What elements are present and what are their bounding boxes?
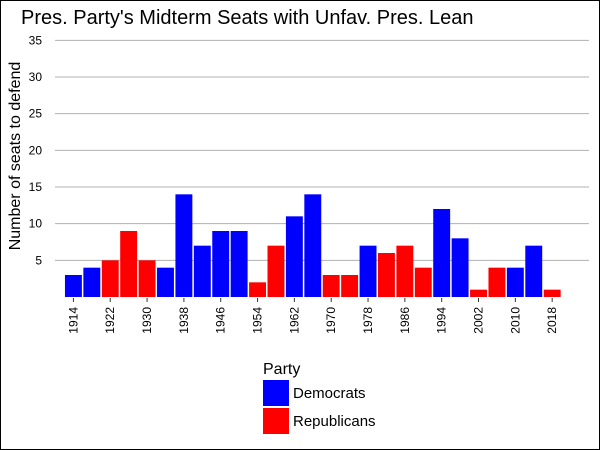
x-tick-label: 1970 bbox=[324, 307, 338, 334]
bar-1954 bbox=[249, 282, 267, 297]
bar-2018 bbox=[543, 289, 561, 297]
x-tick-label: 1994 bbox=[435, 307, 449, 334]
chart-title: Pres. Party's Midterm Seats with Unfav. … bbox=[21, 7, 474, 29]
x-tick-label: 2018 bbox=[545, 307, 559, 334]
y-axis-ticks: 5 10 15 20 25 30 35 bbox=[29, 33, 43, 267]
bar-1998 bbox=[451, 238, 469, 297]
y-tick-label: 20 bbox=[29, 143, 43, 157]
bar-1942 bbox=[193, 245, 211, 297]
y-tick-label: 10 bbox=[29, 217, 43, 231]
bar-1930 bbox=[138, 260, 156, 297]
x-tick-label: 2010 bbox=[508, 307, 522, 334]
x-tick-label: 1930 bbox=[140, 307, 154, 334]
bar-1970 bbox=[322, 275, 340, 297]
x-tick-label: 1962 bbox=[287, 307, 301, 334]
legend-label-democrats: Democrats bbox=[293, 385, 366, 402]
y-tick-label: 35 bbox=[29, 33, 43, 47]
bar-1994 bbox=[433, 209, 451, 297]
bar-1950 bbox=[230, 231, 248, 297]
bar-1938 bbox=[175, 194, 193, 297]
y-axis-label: Number of seats to defend bbox=[7, 62, 24, 251]
y-tick-label: 15 bbox=[29, 180, 43, 194]
bar-1978 bbox=[359, 245, 377, 297]
bar-1946 bbox=[212, 231, 230, 297]
y-tick-label: 25 bbox=[29, 107, 43, 121]
x-tick-label: 1938 bbox=[177, 307, 191, 334]
grid-lines bbox=[55, 39, 589, 261]
x-axis: 1914 1922 1930 1938 1946 1954 1962 1970 1978 1986… bbox=[66, 298, 559, 334]
bar-2006 bbox=[488, 267, 506, 297]
x-tick-label: 1986 bbox=[398, 307, 412, 334]
legend-swatch-democrats bbox=[263, 380, 289, 406]
bar-1962 bbox=[285, 216, 303, 297]
x-tick-label: 1946 bbox=[214, 307, 228, 334]
bar-2002 bbox=[470, 289, 487, 297]
x-tick-label: 1922 bbox=[103, 307, 117, 334]
legend: Party Democrats Republicans bbox=[263, 361, 376, 434]
bar-2014 bbox=[525, 245, 543, 297]
legend-swatch-republicans bbox=[263, 408, 289, 434]
legend-label-republicans: Republicans bbox=[293, 413, 376, 430]
bar-2010 bbox=[506, 267, 524, 297]
bar-1990 bbox=[414, 267, 432, 297]
x-tick-label: 1914 bbox=[66, 307, 80, 334]
x-tick-label: 2002 bbox=[472, 307, 486, 334]
bar-1982 bbox=[377, 253, 395, 297]
y-tick-label: 5 bbox=[35, 253, 42, 267]
x-tick-label: 1954 bbox=[251, 307, 265, 334]
bar-1934 bbox=[157, 267, 174, 297]
bar-1918 bbox=[83, 267, 101, 297]
bar-1922 bbox=[101, 260, 119, 297]
x-tick-label: 1978 bbox=[361, 307, 375, 334]
bar-1958 bbox=[267, 245, 285, 297]
bar-1974 bbox=[341, 275, 359, 297]
bar-1986 bbox=[396, 245, 414, 297]
bar-1926 bbox=[120, 231, 138, 297]
bar-1914 bbox=[64, 275, 82, 297]
legend-title: Party bbox=[263, 361, 300, 378]
y-tick-label: 30 bbox=[29, 70, 43, 84]
bar-1966 bbox=[304, 194, 322, 297]
bars bbox=[64, 194, 561, 297]
